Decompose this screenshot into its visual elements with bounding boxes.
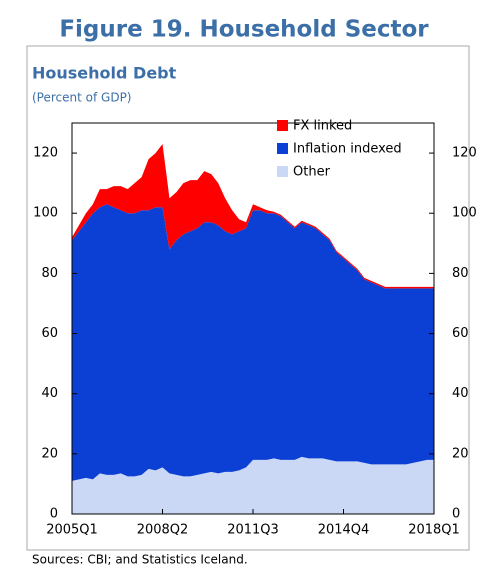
chart-title: Figure 19. Household Sector <box>59 17 429 43</box>
y2-tick-label: 20 <box>452 446 469 461</box>
axis-label: (Percent of GDP) <box>32 91 132 105</box>
legend-swatch <box>277 120 288 131</box>
x-tick-label: 2011Q3 <box>227 523 279 538</box>
legend-swatch <box>277 166 288 177</box>
y-tick-label: 20 <box>41 446 58 461</box>
area <box>72 456 434 514</box>
area <box>72 144 434 289</box>
source-note: Sources: CBI; and Statistics Iceland. <box>32 553 248 567</box>
legend-label: Inflation indexed <box>293 142 402 157</box>
panel-border <box>26 45 470 551</box>
y2-tick-label: 120 <box>452 146 477 161</box>
x-tick-label: 2005Q1 <box>46 523 98 538</box>
y-tick-label: 100 <box>33 206 58 221</box>
legend-label: Other <box>293 165 331 180</box>
legend-swatch <box>277 143 288 154</box>
y-tick-label: 80 <box>41 266 58 281</box>
x-tick-label: 2014Q4 <box>318 523 370 538</box>
legend-label: FX linked <box>293 119 352 134</box>
y2-tick-label: 40 <box>452 386 469 401</box>
y2-tick-label: 0 <box>452 507 460 522</box>
y2-tick-label: 100 <box>452 206 477 221</box>
y2-tick-label: 80 <box>452 266 469 281</box>
y-tick-label: 40 <box>41 386 58 401</box>
x-tick-label: 2008Q2 <box>137 523 189 538</box>
x-tick-label: 2018Q1 <box>408 523 460 538</box>
y-tick-label: 120 <box>33 146 58 161</box>
y-tick-label: 60 <box>41 326 58 341</box>
area <box>72 204 434 481</box>
chart-subtitle: Household Debt <box>32 64 177 83</box>
y2-tick-label: 60 <box>452 326 469 341</box>
y-tick-label: 0 <box>50 507 58 522</box>
